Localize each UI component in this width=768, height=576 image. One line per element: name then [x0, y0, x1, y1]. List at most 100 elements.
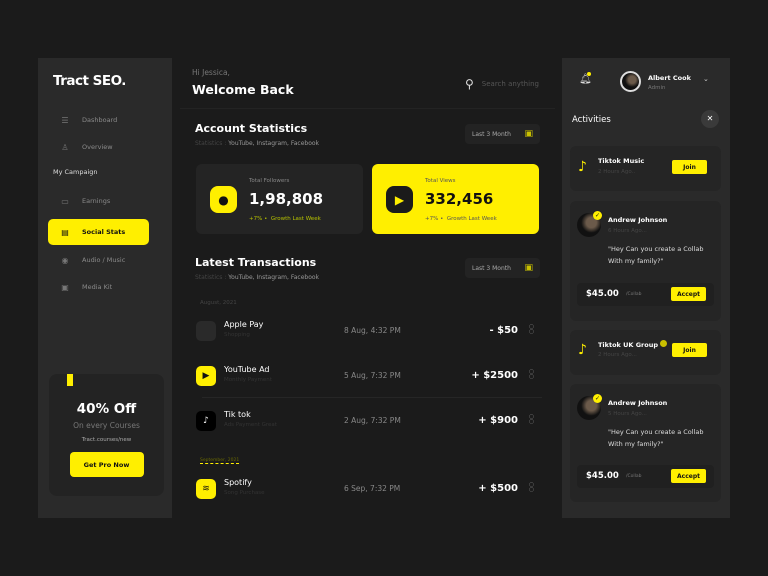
activity-item: ✓ Andrew Johnson 5 Hours Ago... "Hey Can…: [570, 384, 721, 502]
flag-icon: [67, 374, 73, 386]
transaction-date: 6 Sep, 7:32 PM: [344, 484, 401, 493]
section-label: My Campaign: [53, 168, 98, 176]
card-growth: +7% • Growth Last Week: [249, 216, 321, 222]
activity-message: "Hey Can you create a Collab With my fam…: [608, 245, 704, 265]
transaction-name: YouTube Ad: [224, 365, 270, 374]
activity-time: 2 Hours Ago..: [598, 169, 636, 175]
accept-button[interactable]: Accept: [671, 469, 706, 483]
play-icon: ▶: [386, 186, 413, 213]
sidebar-item-media-kit[interactable]: ▣ Media Kit: [48, 274, 149, 300]
meta-label: Statistics :: [195, 274, 227, 281]
transaction-row[interactable]: ♪ Tik tok Ads Payment Great 2 Aug, 7:32 …: [196, 408, 546, 448]
filter-label: Last 3 Month: [472, 264, 511, 272]
transaction-name: Tik tok: [224, 410, 251, 419]
nav-label: Overview: [82, 143, 113, 151]
user-name: Albert Cook: [648, 74, 691, 82]
sidebar-item-audio-music[interactable]: ◉ Audio / Music: [48, 247, 149, 273]
more-icon[interactable]: ○ ○: [528, 413, 534, 425]
calendar-icon: ▣: [524, 263, 533, 273]
transaction-amount: + $2500: [471, 370, 518, 381]
nav-label: Media Kit: [82, 283, 113, 291]
calendar-icon: ▣: [524, 129, 533, 139]
promo-title: 40% Off: [76, 401, 137, 417]
nav-label: Audio / Music: [82, 256, 126, 264]
bell-icon[interactable]: 🔔︎: [579, 72, 592, 85]
transaction-row[interactable]: Apple Pay Shopping 8 Aug, 4:32 PM - $50 …: [196, 318, 546, 358]
transaction-date: 2 Aug, 7:32 PM: [344, 416, 401, 425]
activity-item: ♪ Tiktok UK Group 2 Hours Ago... Join: [570, 330, 721, 375]
offer-price: $45.00: [586, 471, 619, 481]
more-icon[interactable]: ○ ○: [528, 323, 534, 335]
offer-unit: /Collab: [626, 292, 642, 297]
join-button[interactable]: Join: [672, 343, 707, 357]
tiktok-icon: ♪: [578, 342, 587, 358]
transaction-row[interactable]: ≋ Spotify Song Purchase 6 Sep, 7:32 PM +…: [196, 476, 546, 516]
sidebar-item-earnings[interactable]: ▭ Earnings: [48, 188, 149, 214]
card-value: 1,98,808: [249, 190, 324, 208]
chevron-down-icon[interactable]: ⌄: [703, 75, 709, 83]
join-button[interactable]: Join: [672, 160, 707, 174]
spotify-icon: ≋: [196, 479, 216, 499]
latest-transactions-title: Latest Transactions: [195, 256, 317, 269]
total-followers-card: ● Total Followers 1,98,808 +7% • Growth …: [196, 164, 363, 234]
account-statistics-title: Account Statistics: [195, 122, 308, 135]
get-pro-button[interactable]: Get Pro Now: [69, 452, 144, 477]
promo-card: 40% Off On every Courses Tract.courses/n…: [49, 374, 164, 496]
activity-message: "Hey Can you create a Collab With my fam…: [608, 428, 704, 448]
activity-item: ✓ Andrew Johnson 6 Hours Ago... "Hey Can…: [570, 201, 721, 321]
card-label: Total Followers: [249, 178, 290, 184]
logo: Tract SEO.: [53, 73, 126, 89]
growth-value: +7% •: [249, 216, 268, 222]
offer-row: $45.00/Collab Accept: [577, 465, 714, 488]
transaction-name: Spotify: [224, 478, 252, 487]
growth-text: Growth Last Week: [270, 216, 321, 222]
month-label: September, 2021: [200, 458, 240, 464]
search-bar[interactable]: ⚲ Search anything: [465, 77, 539, 91]
sender-name: Andrew Johnson: [608, 216, 668, 224]
transaction-amount: + $900: [478, 415, 518, 426]
meta-label: Statistics :: [195, 140, 227, 147]
sender-name: Andrew Johnson: [608, 399, 668, 407]
search-icon: ⚲: [465, 77, 474, 91]
growth-text: Growth Last Week: [446, 216, 497, 222]
sidebar-item-dashboard[interactable]: ☰ Dashboard: [48, 107, 149, 133]
sidebar-item-social-stats[interactable]: ▤ Social Stats: [48, 219, 149, 245]
divider: [202, 397, 542, 398]
stats-period-filter[interactable]: Last 3 Month ▣: [465, 124, 540, 144]
transaction-row[interactable]: ▶ YouTube Ad Monthly Payment 5 Aug, 7:32…: [196, 363, 546, 403]
transaction-date: 8 Aug, 4:32 PM: [344, 326, 401, 335]
transaction-desc: Shopping: [224, 332, 250, 338]
card-label: Total Views: [425, 178, 456, 184]
activities-title: Activities: [572, 115, 611, 125]
promo-url[interactable]: Tract.courses/new: [81, 437, 132, 443]
activity-time: 6 Hours Ago...: [608, 228, 647, 234]
audio-icon: ◉: [61, 255, 69, 265]
offer-price: $45.00: [586, 289, 619, 299]
offer-row: $45.00/Collab Accept: [577, 283, 714, 306]
verified-icon: ✓: [593, 211, 602, 220]
transaction-desc: Monthly Payment: [224, 377, 272, 383]
tiktok-icon: ♪: [578, 159, 587, 175]
sidebar: Tract SEO. ☰ Dashboard ♙ Overview My Campa…: [38, 58, 172, 518]
activity-time: 5 Hours Ago...: [608, 411, 647, 417]
nav-label: Dashboard: [82, 116, 118, 124]
page-title: Welcome Back: [192, 82, 294, 97]
verified-icon: ✓: [593, 394, 602, 403]
transactions-period-filter[interactable]: Last 3 Month ▣: [465, 258, 540, 278]
more-icon[interactable]: ○ ○: [528, 481, 534, 493]
close-icon[interactable]: ✕: [701, 110, 719, 128]
meta-value: YouTube, Instagram, Facebook: [228, 274, 320, 281]
sidebar-item-overview[interactable]: ♙ Overview: [48, 134, 149, 160]
transaction-amount: + $500: [478, 483, 518, 494]
transaction-date: 5 Aug, 7:32 PM: [344, 371, 401, 380]
avatar[interactable]: [620, 71, 641, 92]
transaction-amount: - $50: [489, 325, 518, 336]
search-input[interactable]: Search anything: [481, 80, 539, 88]
more-icon[interactable]: ○ ○: [528, 368, 534, 380]
youtube-icon: ▶: [196, 366, 216, 386]
accept-button[interactable]: Accept: [671, 287, 706, 301]
transaction-desc: Ads Payment Great: [224, 422, 277, 428]
greeting: Hi Jessica,: [192, 68, 230, 77]
activity-item: ♪ Tiktok Music 2 Hours Ago.. Join: [570, 146, 721, 191]
total-views-card: ▶ Total Views 332,456 +7% • Growth Last …: [372, 164, 539, 234]
